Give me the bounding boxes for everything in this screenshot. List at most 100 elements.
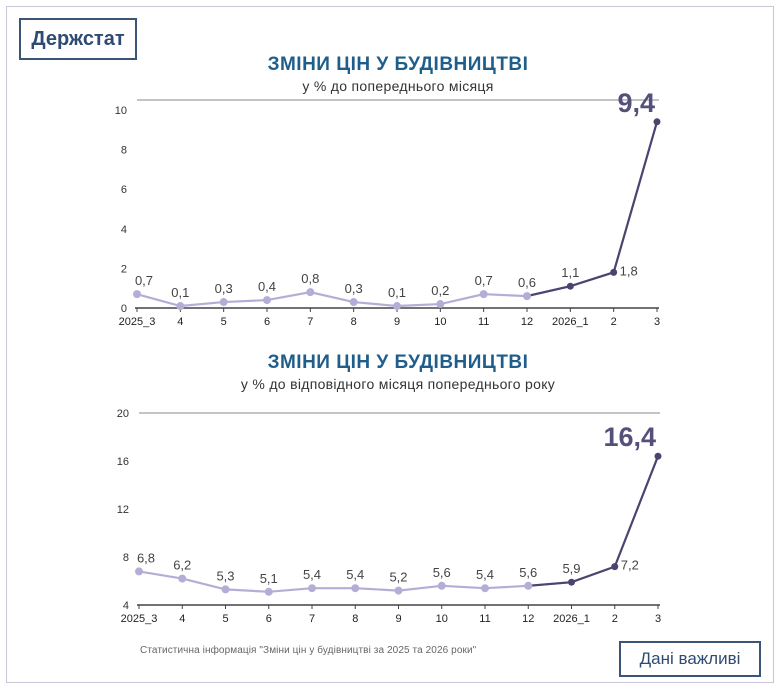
data-point <box>611 563 619 571</box>
x-tick-label: 6 <box>264 316 270 328</box>
x-tick-label: 9 <box>395 613 401 625</box>
x-tick-label: 2025_3 <box>119 316 156 328</box>
chart-subtitle: у % до попереднього місяця <box>302 78 493 94</box>
data-point <box>481 584 489 593</box>
y-tick-label: 6 <box>121 184 127 196</box>
data-point <box>133 290 141 299</box>
x-tick-label: 2026_1 <box>553 613 590 625</box>
y-tick-label: 10 <box>115 105 127 117</box>
x-tick-label: 10 <box>434 316 446 328</box>
data-label: 7,2 <box>621 558 639 573</box>
y-tick-label: 8 <box>121 145 127 157</box>
data-label: 0,1 <box>171 285 189 300</box>
series-line-dark <box>526 121 659 298</box>
data-label: 1,1 <box>561 265 579 280</box>
data-label: 0,3 <box>345 281 363 296</box>
data-label: 0,3 <box>215 281 233 296</box>
data-point <box>221 585 230 594</box>
y-tick-label: 0 <box>121 303 127 315</box>
data-label: 5,1 <box>260 571 278 586</box>
data-label: 6,8 <box>137 550 155 565</box>
data-point <box>523 292 531 301</box>
data-label: 1,8 <box>620 263 638 278</box>
x-tick-label: 3 <box>655 613 661 625</box>
data-point <box>178 574 187 583</box>
data-point <box>219 298 228 307</box>
data-label: 6,2 <box>173 558 191 573</box>
data-label: 0,7 <box>475 273 493 288</box>
data-point <box>393 302 401 311</box>
data-point <box>264 587 273 596</box>
chart-monthly: ЗМІНИ ЦІН У БУДІВНИЦТВІ у % до попереднь… <box>115 54 661 328</box>
data-label: 5,4 <box>346 567 364 582</box>
data-label: 5,4 <box>476 567 494 582</box>
data-point <box>610 268 618 276</box>
y-tick-label: 20 <box>117 408 129 420</box>
x-tick-label: 4 <box>177 316 183 328</box>
data-label: 5,3 <box>216 568 234 583</box>
data-point <box>524 581 533 590</box>
chart-title: ЗМІНИ ЦІН У БУДІВНИЦТВІ <box>268 352 529 373</box>
x-tick-label: 7 <box>307 316 313 328</box>
x-tick-label: 8 <box>351 316 357 328</box>
data-point <box>176 302 185 311</box>
x-tick-label: 10 <box>436 613 448 625</box>
chart-yearly: ЗМІНИ ЦІН У БУДІВНИЦТВІ у % до відповідн… <box>117 352 662 625</box>
x-tick-label: 5 <box>221 316 227 328</box>
data-point <box>437 581 446 590</box>
y-tick-label: 4 <box>121 224 127 236</box>
data-point <box>654 452 662 460</box>
data-point <box>568 578 575 586</box>
x-tick-label: 5 <box>222 613 228 625</box>
data-point <box>306 288 315 297</box>
data-label: 5,2 <box>389 570 407 585</box>
data-label: 5,9 <box>562 561 580 576</box>
x-tick-label: 7 <box>309 613 315 625</box>
y-tick-label: 2 <box>121 263 127 275</box>
data-label-highlight: 16,4 <box>603 422 656 452</box>
data-point <box>394 586 403 595</box>
data-point <box>436 300 445 309</box>
y-tick-label: 16 <box>117 456 129 468</box>
data-point <box>349 298 358 307</box>
x-tick-label: 2 <box>612 613 618 625</box>
data-important-badge[interactable]: Дані важливі <box>619 641 761 677</box>
x-tick-label: 6 <box>266 613 272 625</box>
x-tick-label: 4 <box>179 613 185 625</box>
chart-title: ЗМІНИ ЦІН У БУДІВНИЦТВІ <box>268 54 529 75</box>
data-point <box>566 282 574 290</box>
x-tick-label: 3 <box>654 316 660 328</box>
series-line-dark <box>528 455 660 587</box>
data-label-highlight: 9,4 <box>617 88 655 118</box>
x-tick-label: 11 <box>479 613 490 625</box>
x-tick-label: 8 <box>352 613 358 625</box>
data-point <box>653 118 661 126</box>
data-point <box>263 296 271 305</box>
y-tick-label: 4 <box>123 600 129 612</box>
data-point <box>479 290 488 299</box>
chart-subtitle: у % до відповідного місяця попереднього … <box>241 376 555 392</box>
data-label: 0,7 <box>135 273 153 288</box>
data-label: 0,8 <box>301 271 319 286</box>
logo: Держстат <box>19 18 137 60</box>
x-tick-label: 2025_3 <box>121 613 158 625</box>
x-tick-label: 11 <box>478 316 489 328</box>
data-label: 0,1 <box>388 285 406 300</box>
x-tick-label: 2 <box>611 316 617 328</box>
data-point <box>308 584 316 593</box>
data-label: 0,6 <box>518 275 536 290</box>
data-label: 5,6 <box>519 565 537 580</box>
x-tick-label: 2026_1 <box>552 316 589 328</box>
y-tick-label: 12 <box>117 504 129 516</box>
data-point <box>351 584 360 593</box>
page-frame <box>6 6 774 683</box>
x-tick-label: 9 <box>394 316 400 328</box>
data-label: 0,2 <box>431 283 449 298</box>
x-tick-label: 12 <box>521 316 533 328</box>
data-label: 0,4 <box>258 279 276 294</box>
y-tick-label: 8 <box>123 552 129 564</box>
data-point <box>135 567 143 576</box>
footnote: Статистична інформація "Зміни цін у буді… <box>140 645 477 656</box>
x-tick-label: 12 <box>522 613 534 625</box>
